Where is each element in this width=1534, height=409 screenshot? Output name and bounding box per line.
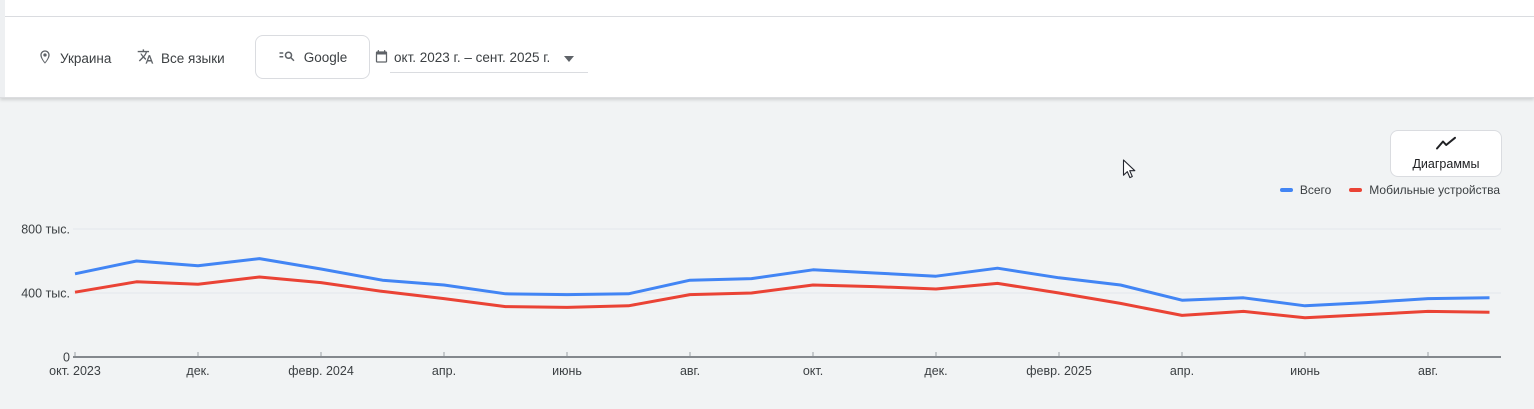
x-axis-label: февр. 2024	[288, 364, 354, 378]
y-axis-label: 400 тыс.	[21, 287, 70, 301]
search-network-label: Google	[303, 49, 348, 65]
translate-icon	[137, 48, 154, 68]
series-line-0[interactable]	[74, 257, 1490, 308]
language-filter-label: Все языки	[161, 50, 225, 66]
chart-legend: Всего Мобильные устройства	[1279, 183, 1500, 197]
x-axis-label: февр. 2025	[1026, 364, 1092, 378]
top-divider	[0, 16, 1534, 17]
legend-swatch-mobile	[1349, 188, 1363, 192]
filter-toolbar: Украина Все языки Google окт. 2023 г. – …	[0, 0, 1534, 98]
date-range-value: окт. 2023 г. – сент. 2025 г.	[394, 50, 551, 65]
series-line-1[interactable]	[74, 275, 1490, 320]
location-filter-label: Украина	[60, 50, 112, 66]
x-axis-label: апр.	[1170, 364, 1194, 378]
legend-swatch-total	[1279, 188, 1293, 192]
calendar-icon	[374, 49, 389, 70]
chevron-down-icon	[564, 56, 574, 62]
legend-item-mobile[interactable]: Мобильные устройства	[1349, 183, 1500, 197]
legend-label-total: Всего	[1299, 183, 1332, 197]
x-axis-label: дек.	[186, 364, 209, 378]
x-axis-label: апр.	[432, 364, 456, 378]
search-network-button[interactable]: Google	[255, 35, 370, 79]
trend-chart-section: Диаграммы Всего Мобильные устройства окт…	[0, 97, 1534, 409]
legend-item-total[interactable]: Всего	[1279, 183, 1332, 197]
y-axis-label: 0	[63, 351, 70, 365]
x-axis-label: авг.	[1418, 364, 1438, 378]
x-axis-label: июнь	[552, 364, 582, 378]
line-chart-icon	[1435, 136, 1457, 154]
x-axis-label: июнь	[1290, 364, 1320, 378]
location-pin-icon	[37, 49, 53, 68]
legend-label-mobile: Мобильные устройства	[1369, 183, 1500, 197]
manage-search-icon	[278, 47, 296, 68]
trend-line-chart[interactable]: окт. 2023 дек. февр. 2024 апр. июнь авг. окт. д…	[0, 97, 1534, 409]
x-axis-label: авг.	[680, 364, 700, 378]
x-axis-label: окт.	[803, 364, 823, 378]
charts-toggle-button[interactable]: Диаграммы	[1390, 130, 1502, 177]
charts-toggle-label: Диаграммы	[1412, 157, 1480, 171]
location-filter-button[interactable]: Украина	[37, 46, 111, 70]
language-filter-button[interactable]: Все языки	[137, 46, 225, 70]
y-axis-label: 800 тыс.	[21, 223, 70, 237]
date-range-underline	[390, 72, 588, 73]
page-left-edge	[0, 0, 5, 97]
x-axis-label: дек.	[924, 364, 947, 378]
x-axis-label: окт. 2023	[49, 364, 101, 378]
